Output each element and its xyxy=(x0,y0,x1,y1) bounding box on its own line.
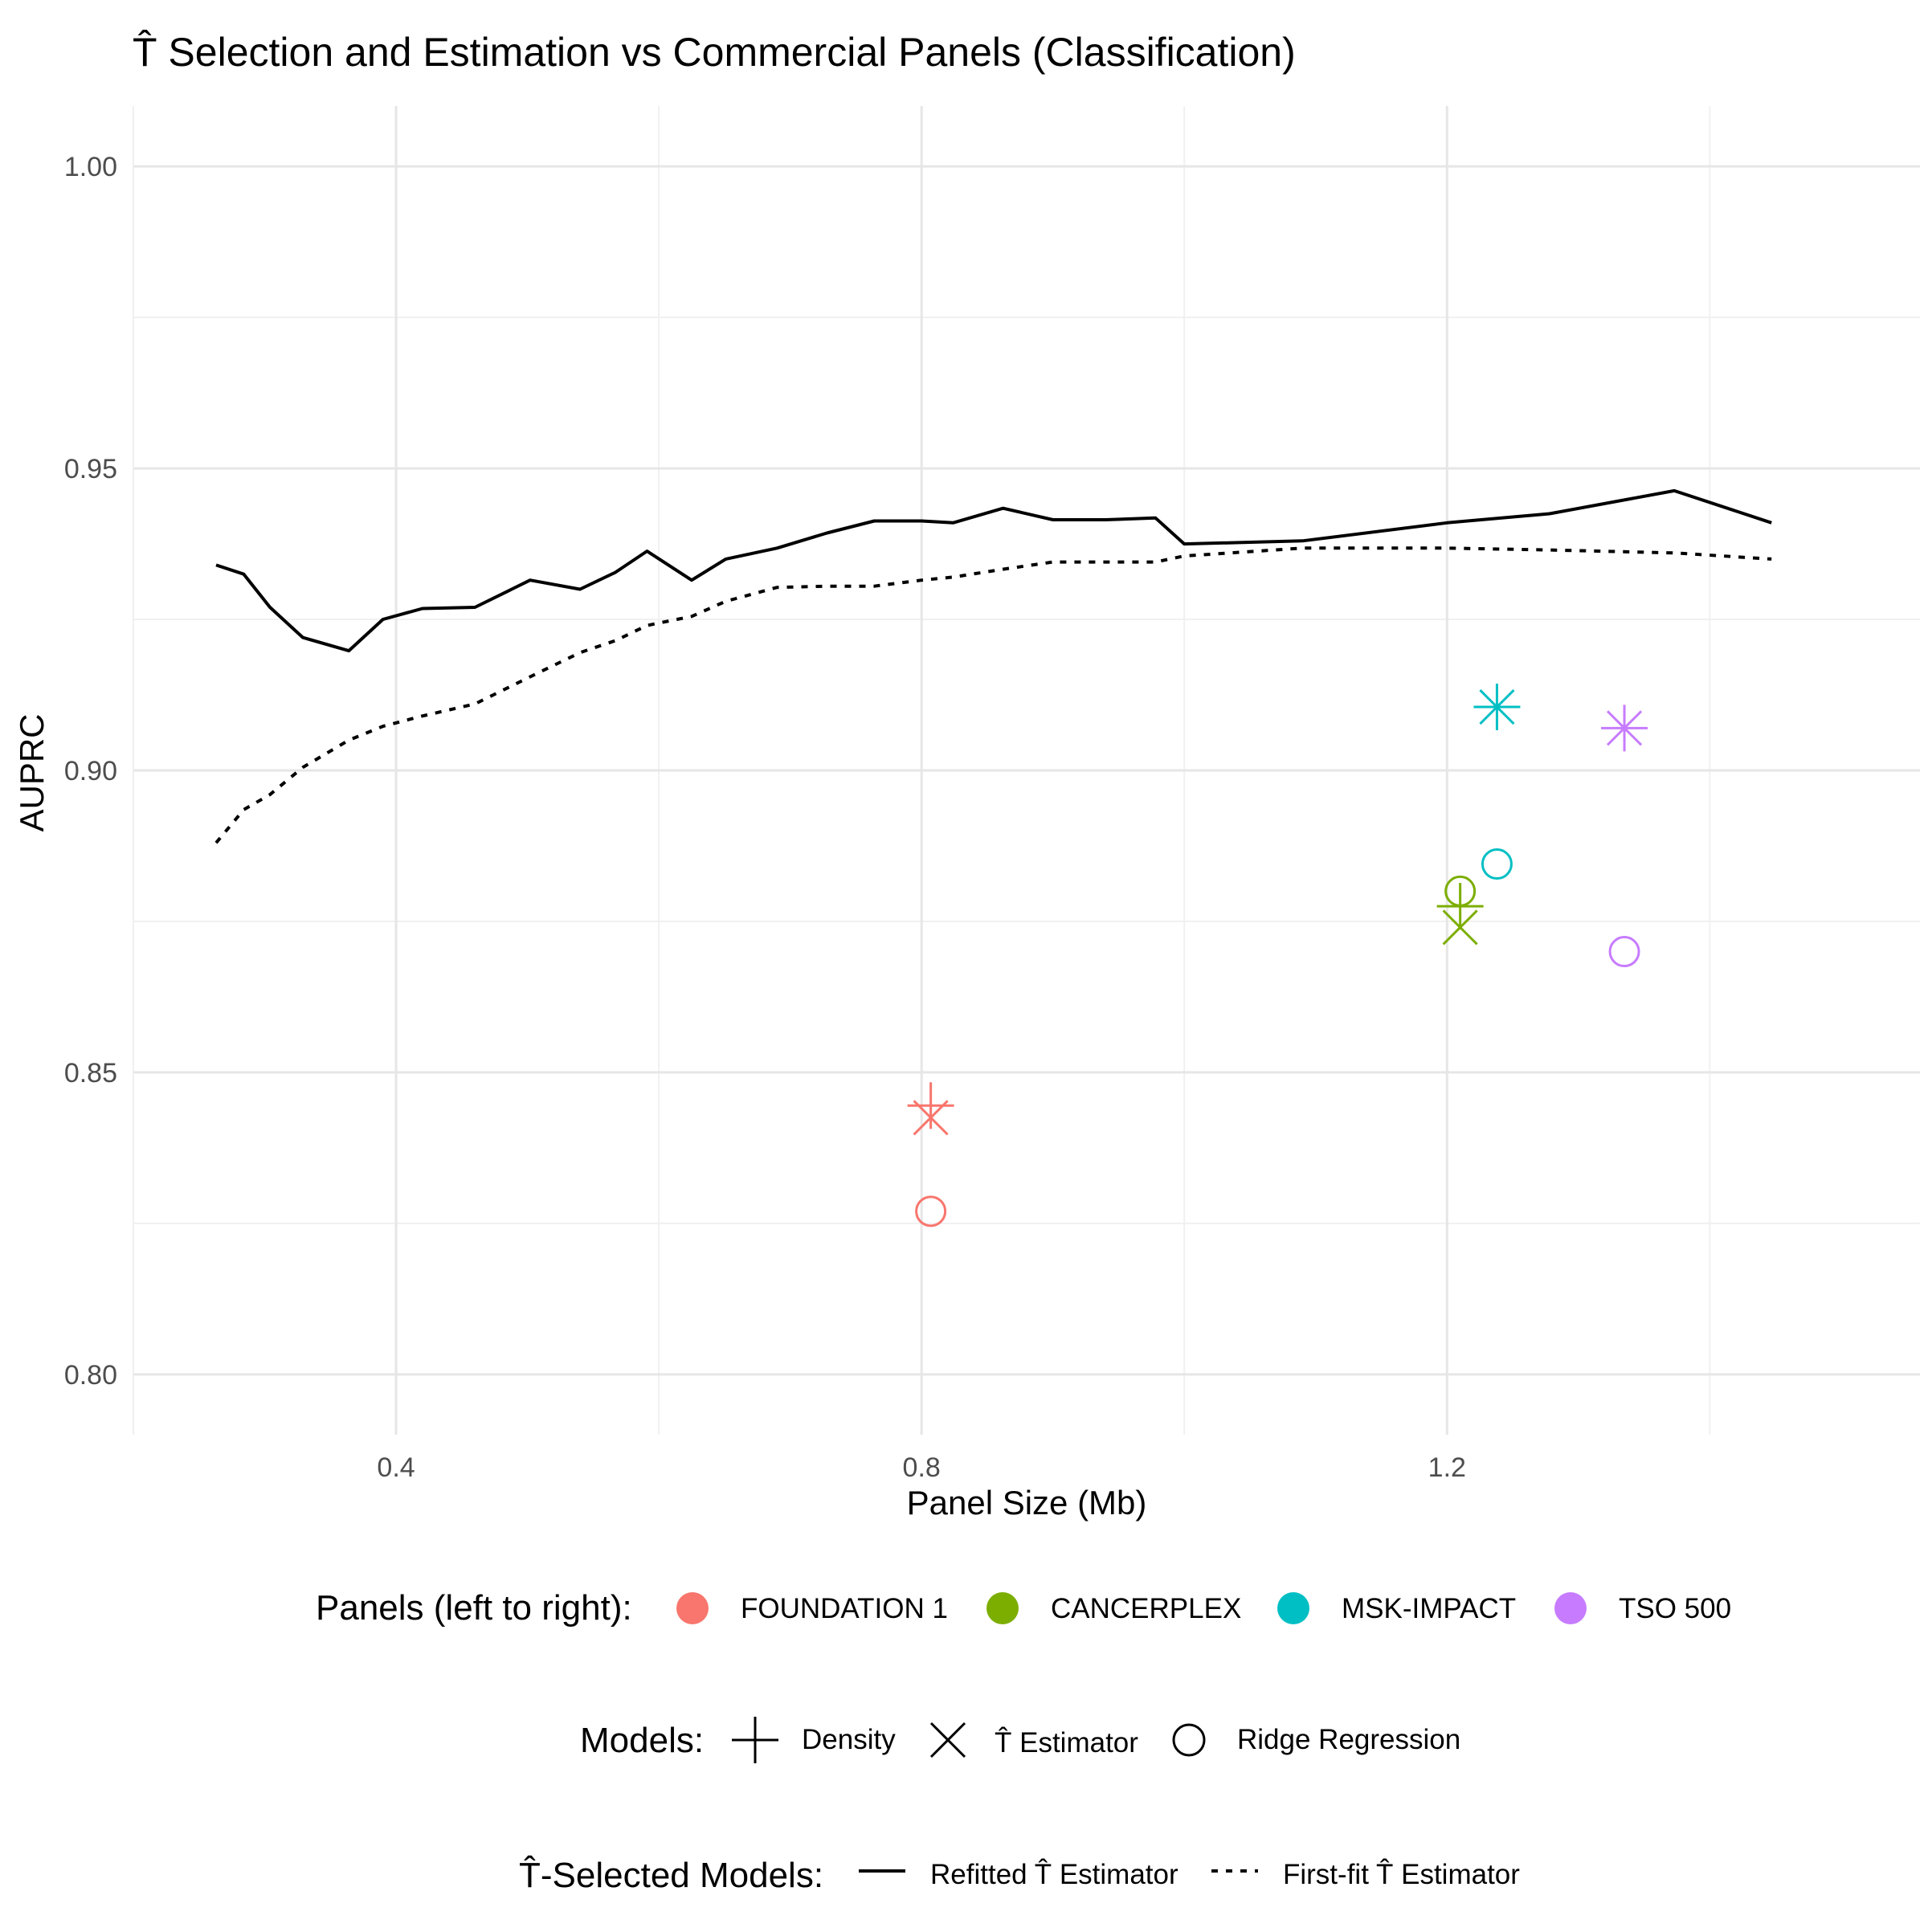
x-axis-label: Panel Size (Mb) xyxy=(907,1484,1147,1522)
y-axis-label: AUPRC xyxy=(13,713,51,831)
legend-selected-title: T̂-Selected Models: xyxy=(519,1855,823,1895)
legend-label-ridge-regression: Ridge Regression xyxy=(1237,1724,1460,1755)
legend-selected-models: T̂-Selected Models: Refitted T̂ Estimato… xyxy=(519,1855,1520,1895)
panel-points xyxy=(907,684,1648,1227)
legend-swatch-tso-500 xyxy=(1554,1592,1587,1624)
x-tick-label: 0.4 xyxy=(377,1452,415,1483)
y-tick-label: 1.00 xyxy=(64,152,117,182)
point-cancerplex-ridge-regression xyxy=(1444,875,1477,907)
series-line-refitted-t-estimator xyxy=(215,488,1772,653)
series-lines xyxy=(214,488,1772,844)
legend-swatch-foundation-1 xyxy=(676,1592,709,1624)
legend-label-foundation-1: FOUNDATION 1 xyxy=(741,1593,948,1624)
legend-label-msk-impact: MSK-IMPACT xyxy=(1342,1593,1516,1624)
legend-swatch-msk-impact xyxy=(1277,1592,1309,1624)
x-axis-ticks: 0.4 0.8 1.2 xyxy=(377,1452,1466,1483)
legend-models-title: Models: xyxy=(580,1721,704,1760)
legend-cross-icon xyxy=(929,1722,966,1758)
series-line-first-fit-t-estimator xyxy=(214,546,1772,844)
point-tso-500-ridge-regression xyxy=(1608,936,1640,968)
point-foundation-1-t-estimator xyxy=(913,1100,949,1136)
legend-models: Models: Density T̂ Estimator Ridge Regre… xyxy=(580,1717,1460,1763)
y-axis-ticks: 0.80 0.85 0.90 0.95 1.00 xyxy=(64,152,117,1391)
y-tick-label: 0.90 xyxy=(64,756,117,786)
point-tso-500-t-estimator xyxy=(1606,710,1643,746)
grid-lines xyxy=(133,106,1920,1435)
legend-swatch-cancerplex xyxy=(986,1592,1019,1624)
x-tick-label: 1.2 xyxy=(1428,1452,1466,1483)
point-msk-impact-t-estimator xyxy=(1479,688,1515,725)
chart-title: T̂ Selection and Estimation vs Commercia… xyxy=(133,30,1296,75)
legend-label-tso-500: TSO 500 xyxy=(1619,1593,1731,1624)
legend-circle-icon xyxy=(1172,1723,1206,1757)
legend-label-first-fit: First-fit T̂ Estimator xyxy=(1283,1858,1520,1890)
legend-label-t-estimator: T̂ Estimator xyxy=(995,1726,1138,1758)
legend-label-density: Density xyxy=(802,1724,896,1755)
y-tick-label: 0.85 xyxy=(64,1058,117,1089)
point-msk-impact-ridge-regression xyxy=(1481,848,1513,880)
x-tick-label: 0.8 xyxy=(903,1452,941,1483)
y-tick-label: 0.80 xyxy=(64,1360,117,1391)
legend-panels-title: Panels (left to right): xyxy=(316,1588,632,1628)
point-foundation-1-ridge-regression xyxy=(915,1195,947,1227)
legend-label-cancerplex: CANCERPLEX xyxy=(1051,1593,1241,1624)
point-cancerplex-t-estimator xyxy=(1442,909,1478,946)
legend-panels: Panels (left to right): FOUNDATION 1 CAN… xyxy=(316,1588,1731,1628)
legend-label-refitted: Refitted T̂ Estimator xyxy=(930,1858,1178,1890)
legend-plus-icon xyxy=(732,1717,778,1763)
point-foundation-1-density xyxy=(907,1082,954,1129)
y-tick-label: 0.95 xyxy=(64,454,117,484)
